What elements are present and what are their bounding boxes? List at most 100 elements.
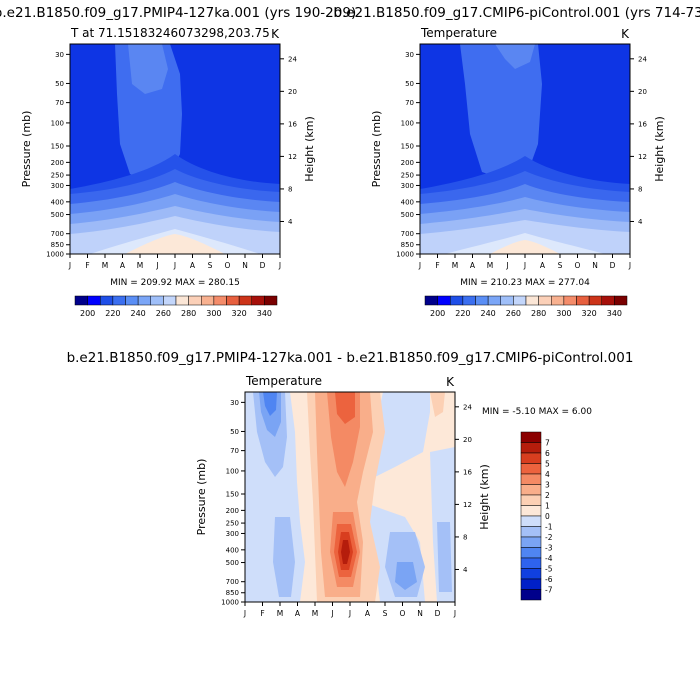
panel-2-axes: J F M A M J J A S O N D J 30 50 70 100 150 200 250 300 400 500… [370, 51, 666, 270]
colorbar-label: 7 [545, 439, 550, 448]
colorbar-swatch [137, 295, 151, 306]
colorbar-label: 0 [545, 512, 550, 521]
colorbar-swatch [520, 505, 542, 517]
colorbar-label: 300 [206, 309, 221, 318]
colorbar-label: -7 [545, 586, 553, 595]
tropo-band-warm [125, 234, 225, 254]
colorbar-swatch [150, 295, 164, 306]
y-right-tick-label: 12 [463, 501, 472, 509]
y-tick-label: 250 [226, 520, 239, 528]
x-tick-label: M [452, 261, 458, 270]
colorbar-swatch [450, 295, 464, 306]
colorbar-swatch [563, 295, 577, 306]
y-tick-label: 30 [230, 399, 239, 407]
y-right-tick-label: 24 [463, 403, 472, 411]
colorbar-swatch [520, 557, 542, 569]
colorbar-swatch [520, 494, 542, 506]
x-tick-label: J [68, 261, 71, 270]
colorbar-label: -1 [545, 523, 553, 532]
y-tick-label: 150 [401, 143, 414, 151]
pos-region-4 [335, 392, 355, 424]
panel-2-footer: MIN = 210.23 MAX = 277.04 [460, 278, 590, 288]
y-tick-label: 1000 [396, 251, 414, 259]
y-tick-label: 850 [401, 241, 414, 249]
colorbar-swatch [201, 295, 215, 306]
colorbar-label: 240 [480, 309, 495, 318]
x-tick-label: N [242, 261, 248, 270]
y-tick-label: 250 [51, 172, 64, 180]
colorbar-label: 200 [80, 309, 95, 318]
colorbar-label: 320 [231, 309, 246, 318]
y-tick-label: 70 [55, 99, 64, 107]
y-tick-label: 50 [405, 80, 414, 88]
colorbar-label: 4 [545, 470, 550, 479]
colorbar-swatch [513, 295, 527, 306]
y-tick-label: 200 [51, 159, 64, 167]
y-right-axis-label: Height (km) [303, 116, 316, 182]
y-tick-label: 30 [405, 51, 414, 59]
colorbar-swatch [520, 578, 542, 590]
panel-1-plot [70, 44, 280, 254]
y-tick-label: 70 [405, 99, 414, 107]
y-tick-label: 70 [230, 447, 239, 455]
y-right-tick-label: 16 [288, 120, 297, 128]
y-tick-label: 400 [401, 198, 414, 206]
y-tick-label: 500 [226, 559, 239, 567]
colorbar-swatch [87, 295, 101, 306]
y-right-tick-label: 4 [288, 218, 293, 226]
x-tick-label: N [592, 261, 598, 270]
colorbar-label: 3 [545, 481, 550, 490]
y-right-tick-label: 8 [638, 185, 642, 193]
colorbar-swatch [614, 295, 628, 306]
colorbar-swatch [588, 295, 602, 306]
y-tick-label: 500 [51, 211, 64, 219]
y-axis-label: Pressure (mb) [370, 111, 383, 188]
neg-region-mar-low [273, 517, 295, 597]
y-tick-label: 150 [226, 491, 239, 499]
colorbar-label: 240 [130, 309, 145, 318]
colorbar-swatch [163, 295, 177, 306]
colorbar-swatch [520, 568, 542, 580]
y-right-tick-label: 4 [463, 566, 468, 574]
neg-region-feb-4 [263, 392, 277, 416]
y-tick-label: 700 [401, 230, 414, 238]
y-right-axis-label: Height (km) [653, 116, 666, 182]
x-tick-label: D [435, 609, 441, 618]
colorbar-swatch [520, 442, 542, 454]
x-tick-label: J [155, 261, 158, 270]
x-tick-label: A [470, 261, 476, 270]
y-tick-label: 300 [51, 182, 64, 190]
x-tick-label: J [330, 609, 333, 618]
x-tick-label: J [418, 261, 421, 270]
y-tick-label: 700 [226, 578, 239, 586]
x-tick-label: F [85, 261, 89, 270]
x-tick-label: A [295, 609, 301, 618]
colorbar-swatch [520, 547, 542, 559]
panel-1-subtitle-left: T at 71.15183246073298,203.75 [70, 26, 270, 40]
colorbar-label: 2 [545, 491, 550, 500]
panel-2-contours [420, 44, 630, 254]
colorbar-swatch [525, 295, 539, 306]
y-tick-label: 850 [226, 589, 239, 597]
colorbar-swatch [175, 295, 189, 306]
colorbar-label: -5 [545, 565, 553, 574]
x-tick-label: J [243, 609, 246, 618]
colorbar-label: 200 [430, 309, 445, 318]
panel-3-title: b.e21.B1850.f09_g17.PMIP4-127ka.001 - b.… [67, 350, 634, 366]
colorbar-swatch [520, 515, 542, 527]
y-tick-label: 200 [401, 159, 414, 167]
colorbar-swatch [520, 473, 542, 485]
neg-region-right-5 [437, 522, 452, 592]
colorbar-swatch [576, 295, 590, 306]
x-tick-label: M [312, 609, 318, 618]
x-tick-label: F [260, 609, 264, 618]
colorbar-label: 260 [506, 309, 521, 318]
colorbar-swatch [226, 295, 240, 306]
x-tick-label: S [383, 609, 388, 618]
x-tick-label: O [225, 261, 231, 270]
panel-1: b.e21.B1850.f09_g17.PMIP4-127ka.001 (yrs… [0, 5, 356, 318]
x-tick-label: D [610, 261, 616, 270]
y-right-tick-label: 20 [463, 436, 472, 444]
x-tick-label: J [453, 609, 456, 618]
